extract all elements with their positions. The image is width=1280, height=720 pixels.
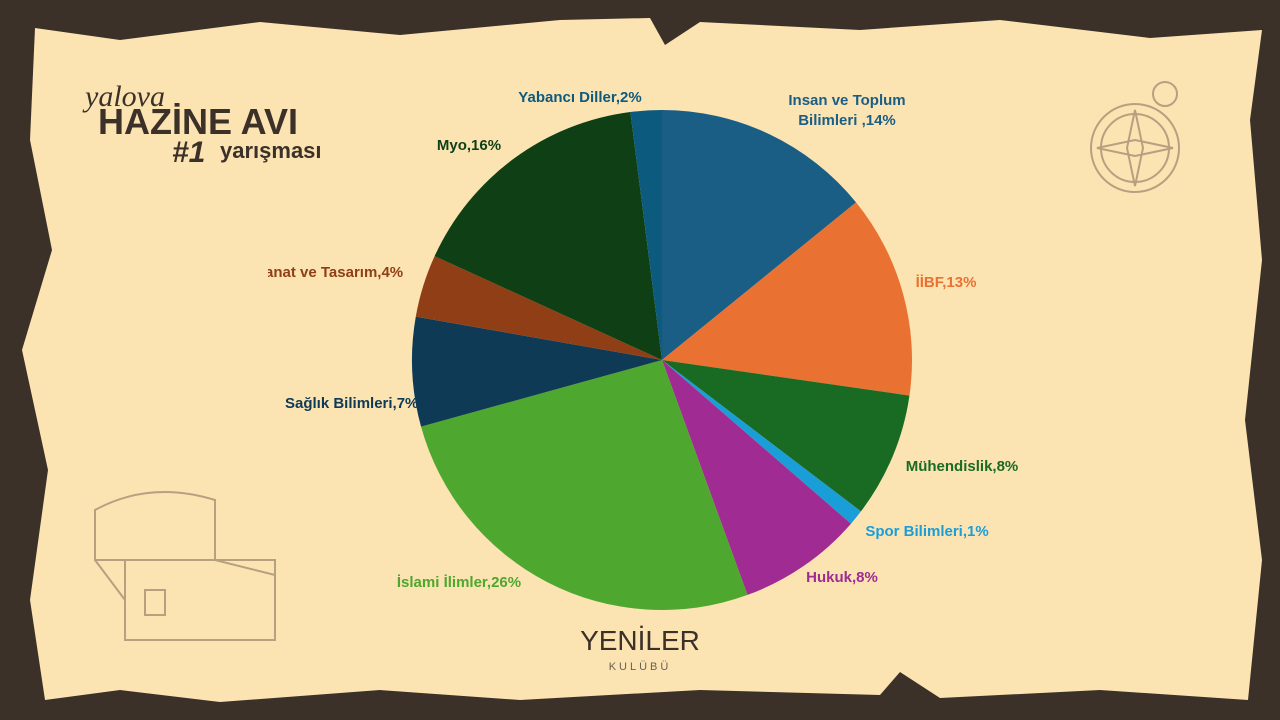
club-sub: KULÜBÜ [609, 661, 672, 673]
data-label: İİBF,13% [916, 274, 977, 291]
data-label: Hukuk,8% [806, 569, 878, 586]
pie-slice [662, 202, 913, 396]
data-label: Sanat ve Tasarım,4% [255, 264, 403, 281]
data-label: Mühendislik,8% [906, 458, 1019, 475]
pie-slice [662, 360, 851, 595]
data-label-line: Insan ve Toplum [788, 92, 905, 109]
pie-slice [630, 110, 662, 360]
logo: yalova HAZİNE AVI #1 yarışması [82, 80, 322, 169]
pie-slice [662, 110, 857, 360]
pie-slice [415, 256, 662, 360]
logo-title: HAZİNE AVI [98, 101, 298, 142]
data-label-line: Bilimleri ,14% [798, 112, 896, 129]
logo-subtitle: yarışması [220, 138, 322, 163]
data-label: İslami İlimler,26% [397, 574, 521, 591]
data-label: Yabancı Diller,2% [518, 89, 641, 106]
club-name: YENİLER [580, 625, 700, 656]
data-label: Spor Bilimleri,1% [865, 523, 988, 540]
pie-slice [412, 316, 662, 427]
data-label: Insan ve Toplum Bilimleri ,14% [788, 92, 905, 129]
logo-number: #1 [172, 136, 205, 169]
pie-slice [662, 360, 861, 524]
pie-slice [434, 112, 662, 361]
data-label: Myo,16% [437, 137, 501, 154]
data-label: Sağlık Bilimleri,7% [285, 395, 418, 412]
compass [1090, 81, 1180, 193]
treasure-chest [94, 491, 276, 641]
pie-slice [662, 360, 910, 512]
pie-slice [421, 360, 748, 610]
logo-city: yalova [82, 80, 165, 113]
